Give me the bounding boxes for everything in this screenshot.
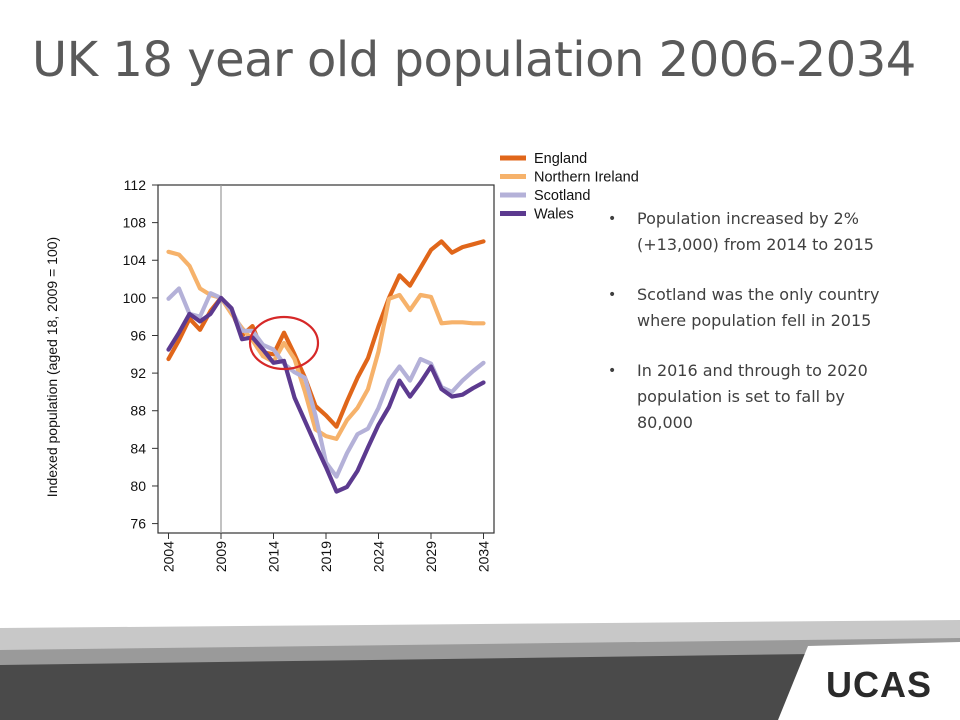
y-axis-label: Indexed population (aged 18, 2009 = 100) bbox=[44, 237, 60, 497]
y-tick-label: 92 bbox=[130, 365, 146, 381]
y-tick-label: 108 bbox=[123, 215, 147, 231]
legend-label: Northern Ireland bbox=[534, 170, 639, 186]
x-tick-label: 2024 bbox=[371, 541, 387, 572]
ucas-logo: UCAS bbox=[826, 664, 933, 705]
bullet-list: • Population increased by 2% (+13,000) fr… bbox=[604, 206, 904, 460]
y-tick-label: 76 bbox=[130, 516, 146, 532]
bullet-item: • Population increased by 2% (+13,000) fr… bbox=[604, 206, 904, 258]
y-tick-label: 100 bbox=[123, 290, 147, 306]
y-tick-label: 80 bbox=[130, 478, 146, 494]
plot-frame bbox=[157, 184, 495, 534]
x-tick-label: 2014 bbox=[266, 541, 282, 572]
plot-area: 112 108 104 100 96 92 88 84 80 76 2004 2009 2014 2019… bbox=[123, 177, 495, 572]
bullet-icon: • bbox=[608, 211, 617, 227]
logo-panel bbox=[778, 642, 960, 720]
series-line-england bbox=[166, 239, 486, 429]
bullet-text: Population increased by 2% (+13,000) fro… bbox=[637, 209, 874, 254]
legend-label: England bbox=[534, 151, 587, 167]
bullet-icon: • bbox=[608, 363, 617, 379]
x-tick-label: 2029 bbox=[423, 541, 439, 572]
x-tick-label: 2009 bbox=[213, 541, 229, 572]
bullet-icon: • bbox=[608, 287, 617, 303]
y-tick-label: 96 bbox=[130, 327, 146, 343]
bullet-item: • In 2016 and through to 2020 population … bbox=[604, 358, 904, 436]
slide-title: UK 18 year old population 2006-2034 bbox=[32, 32, 916, 88]
bullet-item: • Scotland was the only country where pop… bbox=[604, 282, 904, 334]
y-tick-label: 104 bbox=[123, 252, 147, 268]
footer-dark-band bbox=[0, 652, 960, 720]
legend-label: Wales bbox=[534, 207, 574, 223]
x-tick-label: 2019 bbox=[318, 541, 334, 572]
y-tick-label: 112 bbox=[124, 177, 147, 193]
chart-legend: England Northern Ireland Scotland Wales bbox=[500, 151, 639, 223]
series-line-wales bbox=[166, 295, 486, 494]
footer-band bbox=[0, 620, 960, 720]
y-tick-label: 88 bbox=[130, 403, 146, 419]
legend-label: Scotland bbox=[534, 188, 590, 204]
highlight-circle bbox=[248, 315, 320, 371]
y-tick-label: 84 bbox=[130, 440, 146, 456]
series-line-northern-ireland bbox=[166, 249, 486, 441]
x-tick-label: 2004 bbox=[161, 541, 177, 572]
bullet-text: In 2016 and through to 2020 population i… bbox=[637, 361, 868, 432]
bullet-text: Scotland was the only country where popu… bbox=[637, 285, 880, 330]
x-tick-label: 2034 bbox=[476, 541, 492, 572]
